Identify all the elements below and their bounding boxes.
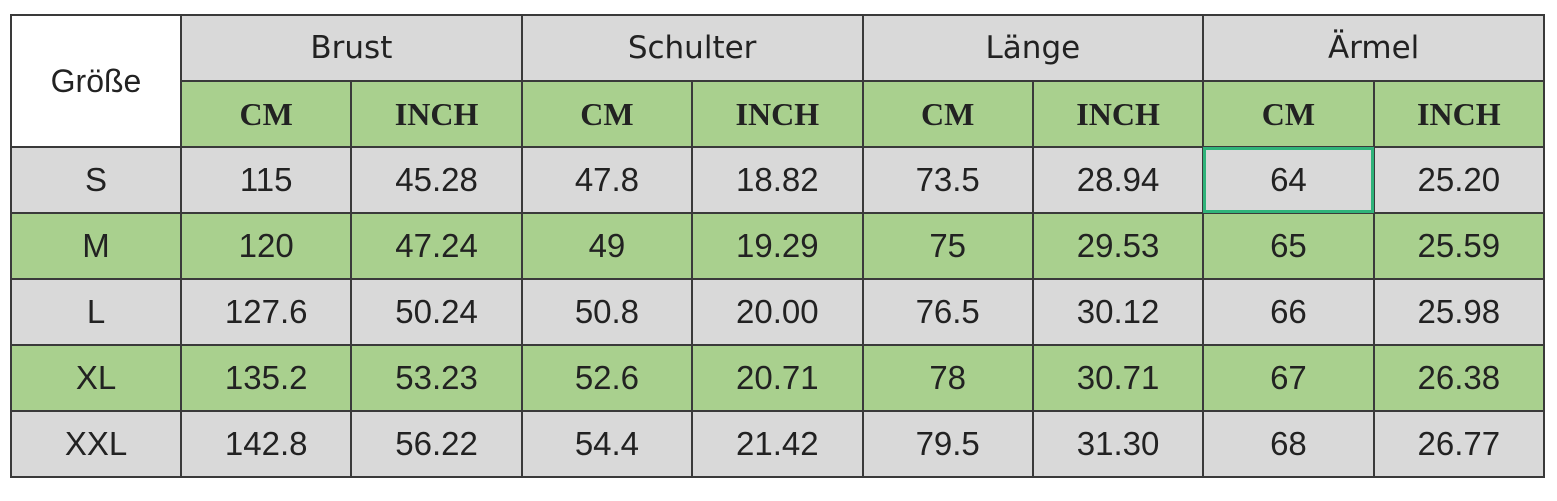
size-cell: M bbox=[10, 212, 182, 280]
unit-header: INCH bbox=[350, 80, 523, 148]
value-cell: 25.59 bbox=[1372, 212, 1546, 280]
value-cell: 45.28 bbox=[350, 146, 523, 214]
size-cell: L bbox=[10, 278, 182, 346]
value-cell: 75 bbox=[861, 212, 1034, 280]
group-header: Ärmel bbox=[1202, 14, 1545, 82]
value-cell: 18.82 bbox=[691, 146, 864, 214]
unit-header: INCH bbox=[1031, 80, 1205, 148]
header-row: Größe Brust Schulter Länge Ärmel bbox=[10, 14, 1545, 148]
value-cell: 127.6 bbox=[179, 278, 353, 346]
value-cell: 79.5 bbox=[861, 410, 1034, 478]
unit-header: INCH bbox=[691, 80, 864, 148]
size-table: Größe Brust Schulter Länge Ärmel CM INCH CM IN… bbox=[10, 14, 1546, 478]
size-cell: S bbox=[10, 146, 182, 214]
data-row: L 127.6 50.24 50.8 20.00 76.5 30.12 66 25.98 bbox=[10, 278, 1546, 346]
value-cell: 56.22 bbox=[350, 410, 523, 478]
value-cell: 65 bbox=[1202, 212, 1375, 280]
value-cell: 142.8 bbox=[179, 410, 353, 478]
value-cell: 115 bbox=[179, 146, 353, 214]
value-cell: 120 bbox=[179, 212, 353, 280]
size-cell: XL bbox=[10, 344, 182, 412]
value-cell: 135.2 bbox=[179, 344, 353, 412]
data-row: XL 135.2 53.23 52.6 20.71 78 30.71 67 26.38 bbox=[10, 344, 1546, 412]
group-header: Länge bbox=[861, 14, 1205, 82]
value-cell: 29.53 bbox=[1031, 212, 1205, 280]
value-cell: 31.30 bbox=[1031, 410, 1205, 478]
value-cell: 50.24 bbox=[350, 278, 523, 346]
value-cell: 25.20 bbox=[1372, 146, 1546, 214]
value-cell: 28.94 bbox=[1031, 146, 1205, 214]
data-row: S 115 45.28 47.8 18.82 73.5 28.94 64 25.20 bbox=[10, 146, 1546, 214]
value-cell: 30.71 bbox=[1031, 344, 1205, 412]
value-cell: 47.8 bbox=[520, 146, 694, 214]
data-row: XXL 142.8 56.22 54.4 21.42 79.5 31.30 68 26.77 bbox=[10, 410, 1546, 478]
unit-header: CM bbox=[520, 80, 694, 148]
value-cell: 53.23 bbox=[350, 344, 523, 412]
value-cell: 25.98 bbox=[1372, 278, 1546, 346]
value-cell: 76.5 bbox=[861, 278, 1034, 346]
value-cell: 20.71 bbox=[691, 344, 864, 412]
value-cell: 67 bbox=[1202, 344, 1375, 412]
unit-header: CM bbox=[179, 80, 353, 148]
value-cell: 21.42 bbox=[691, 410, 864, 478]
value-cell: 78 bbox=[861, 344, 1034, 412]
value-cell: 26.77 bbox=[1372, 410, 1546, 478]
value-cell: 66 bbox=[1202, 278, 1375, 346]
size-cell: XXL bbox=[10, 410, 182, 478]
value-cell: 52.6 bbox=[520, 344, 694, 412]
value-cell: 68 bbox=[1202, 410, 1375, 478]
value-cell: 54.4 bbox=[520, 410, 694, 478]
unit-header: CM bbox=[1202, 80, 1375, 148]
value-cell: 26.38 bbox=[1372, 344, 1546, 412]
value-cell: 19.29 bbox=[691, 212, 864, 280]
unit-header: CM bbox=[861, 80, 1034, 148]
unit-row: CM INCH CM INCH CM INCH CM INCH bbox=[11, 80, 1546, 148]
value-cell: 50.8 bbox=[520, 278, 694, 346]
value-cell: 20.00 bbox=[691, 278, 864, 346]
value-cell: 30.12 bbox=[1031, 278, 1205, 346]
group-header: Schulter bbox=[520, 14, 864, 82]
value-cell: 73.5 bbox=[861, 146, 1034, 214]
value-cell: 49 bbox=[520, 212, 694, 280]
unit-header: INCH bbox=[1372, 80, 1546, 148]
value-cell: 64 bbox=[1202, 146, 1375, 214]
group-header: Brust bbox=[180, 14, 523, 82]
corner-cell: Größe bbox=[10, 14, 182, 148]
data-row: M 120 47.24 49 19.29 75 29.53 65 25.59 bbox=[10, 212, 1546, 280]
value-cell: 47.24 bbox=[350, 212, 523, 280]
